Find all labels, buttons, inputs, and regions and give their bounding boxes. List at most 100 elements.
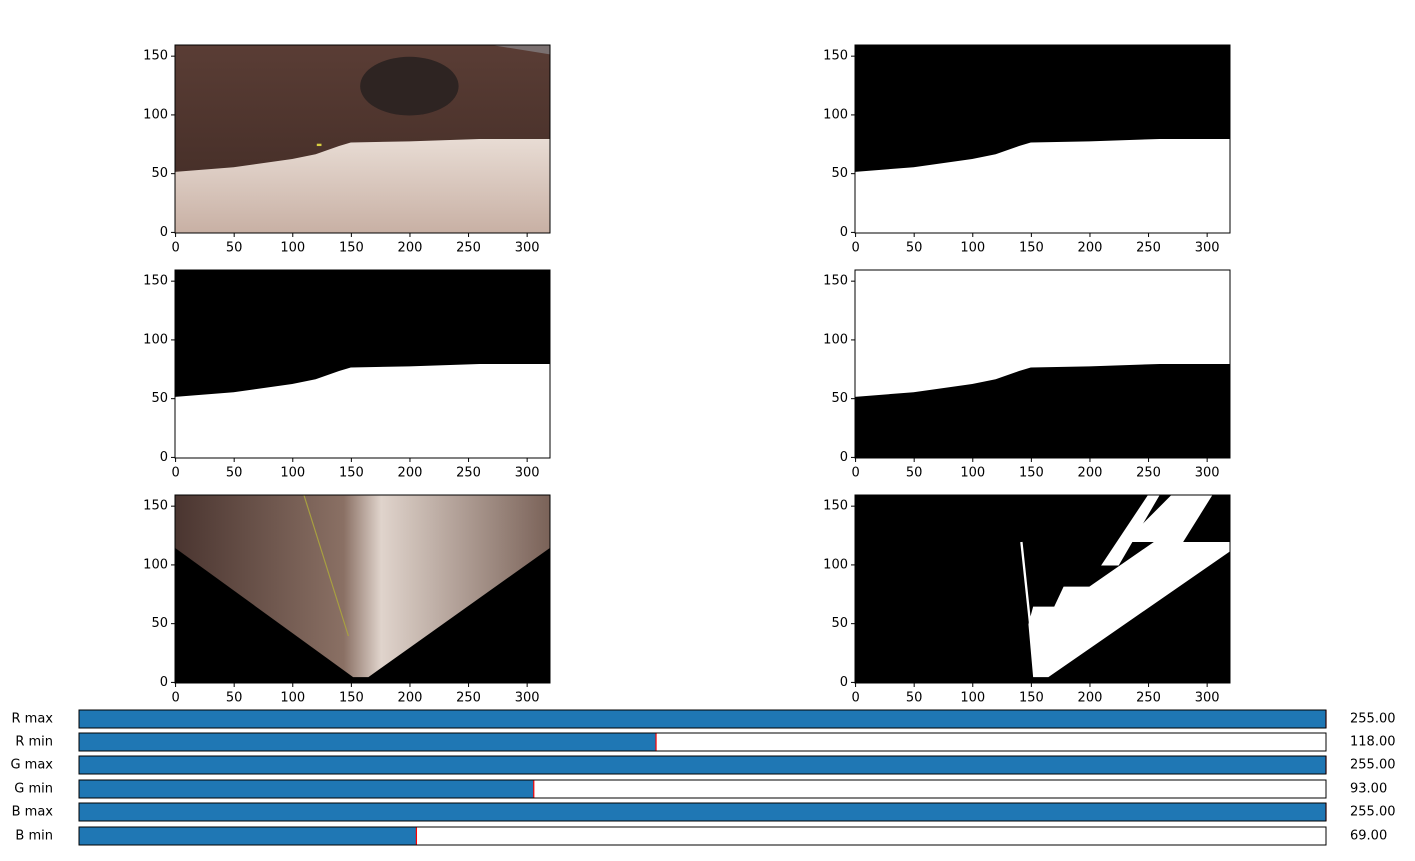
axes-layer: 0 50 100 150 200 250 300 0 50 100 150 0 50 100 150 200 2… [10,44,1396,846]
y-tick-label: 0 [160,225,168,240]
x-tick-label: 50 [226,691,243,706]
y-tick-label: 100 [143,107,168,122]
x-tick-label: 0 [851,691,859,706]
x-tick-label: 200 [1078,241,1103,256]
slider-label: G max [10,758,53,773]
y-tick-label: 0 [840,675,848,690]
x-tick-label: 50 [226,466,243,481]
y-tick-label: 100 [143,332,168,347]
y-tick-label: 150 [823,499,848,514]
x-tick-label: 0 [851,466,859,481]
x-tick-label: 200 [398,241,423,256]
y-tick-label: 50 [151,391,168,406]
slider-fill[interactable] [79,780,534,798]
slider-border [78,732,1327,752]
x-tick-label: 200 [398,691,423,706]
y-tick-label: 0 [160,450,168,465]
slider-value: 255.00 [1350,805,1396,820]
slider-border [78,779,1327,799]
y-tick-label: 150 [823,274,848,289]
slider-value: 255.00 [1350,712,1396,727]
x-tick-label: 300 [515,691,540,706]
x-tick-label: 50 [906,241,923,256]
x-tick-label: 50 [226,241,243,256]
x-tick-label: 150 [339,241,364,256]
threshold-image [175,270,550,458]
x-tick-label: 200 [1078,691,1103,706]
x-tick-label: 0 [171,241,179,256]
axes-frame [854,269,1231,459]
slider-fill[interactable] [79,756,1326,774]
axes-frame [854,44,1231,234]
slider-fill[interactable] [79,710,1326,728]
y-tick-label: 150 [143,499,168,514]
camera-image [175,45,550,233]
x-tick-label: 0 [171,691,179,706]
x-tick-label: 250 [1136,241,1161,256]
y-tick-label: 50 [831,391,848,406]
x-tick-label: 50 [906,691,923,706]
x-tick-label: 150 [339,466,364,481]
x-tick-label: 150 [1019,691,1044,706]
axes-frame [174,44,551,234]
x-tick-label: 250 [456,241,481,256]
x-tick-label: 150 [1019,241,1044,256]
x-tick-label: 300 [1195,241,1220,256]
x-tick-label: 150 [339,691,364,706]
x-tick-label: 100 [280,466,305,481]
y-tick-label: 100 [823,107,848,122]
y-tick-label: 50 [831,166,848,181]
x-tick-label: 100 [280,241,305,256]
y-tick-label: 50 [151,166,168,181]
axes-frame [174,269,551,459]
y-tick-label: 0 [840,450,848,465]
slider-label: R max [12,712,54,727]
x-tick-label: 300 [515,241,540,256]
y-tick-label: 100 [143,557,168,572]
y-tick-label: 150 [143,274,168,289]
x-tick-label: 100 [960,691,985,706]
slider-fill[interactable] [79,733,657,751]
warped-image [175,495,550,683]
y-tick-label: 100 [823,332,848,347]
slider-value: 69.00 [1350,829,1387,844]
slider-label: R min [15,735,53,750]
x-tick-label: 200 [398,466,423,481]
slider-label: B min [15,829,53,844]
x-tick-label: 300 [1195,691,1220,706]
x-tick-label: 300 [1195,466,1220,481]
slider-border [78,802,1327,822]
obstacle-image [855,270,1230,458]
x-tick-label: 250 [456,466,481,481]
slider-label: G min [14,782,53,797]
x-tick-label: 50 [906,466,923,481]
slider-border [78,755,1327,775]
x-tick-label: 100 [960,241,985,256]
y-tick-label: 50 [831,616,848,631]
y-tick-label: 50 [151,616,168,631]
axes-frame [854,494,1231,684]
axes-frame [174,494,551,684]
x-tick-label: 250 [1136,691,1161,706]
slider-value: 118.00 [1350,735,1396,750]
y-tick-label: 100 [823,557,848,572]
slider-label: B max [12,805,54,820]
x-tick-label: 200 [1078,466,1103,481]
x-tick-label: 0 [851,241,859,256]
slider-value: 255.00 [1350,758,1396,773]
x-tick-label: 150 [1019,466,1044,481]
warped-threshold-image [855,495,1230,683]
y-tick-label: 150 [143,49,168,64]
x-tick-label: 0 [171,466,179,481]
x-tick-label: 250 [1136,466,1161,481]
x-tick-label: 100 [960,466,985,481]
slider-fill[interactable] [79,803,1326,821]
slider-border [78,826,1327,846]
y-tick-label: 0 [160,675,168,690]
x-tick-label: 250 [456,691,481,706]
x-tick-label: 300 [515,466,540,481]
y-tick-label: 0 [840,225,848,240]
threshold-image [855,45,1230,233]
slider-fill[interactable] [79,827,417,845]
